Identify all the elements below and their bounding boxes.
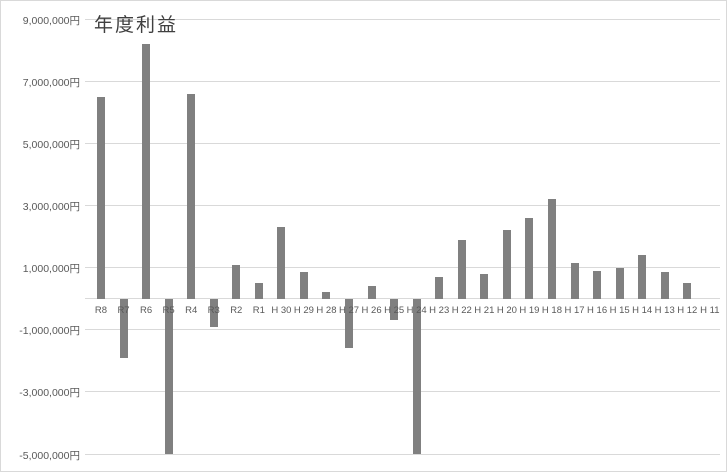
chart-title: 年度利益 xyxy=(94,15,179,36)
x-axis-tick-label: H 22 xyxy=(451,305,472,316)
category-axis-line xyxy=(85,298,720,300)
bar-H26 xyxy=(367,286,376,299)
y-gridline xyxy=(85,142,720,144)
y-axis-tick-label: 9,000,000円 xyxy=(22,14,80,27)
bar-H30 xyxy=(277,227,286,299)
y-axis-tick-label: 5,000,000円 xyxy=(22,138,80,151)
bar-H20 xyxy=(502,230,511,299)
bar-H27 xyxy=(345,298,354,349)
x-axis-tick-label: H 18 xyxy=(541,305,562,316)
bar-H19 xyxy=(525,217,534,299)
x-axis-tick-label: H 15 xyxy=(609,305,630,316)
bar-H25 xyxy=(390,298,399,321)
bar-H28 xyxy=(322,292,331,299)
x-axis-tick-label: H 29 xyxy=(293,305,314,316)
bar-R6 xyxy=(142,43,151,299)
bar-R4 xyxy=(187,93,196,299)
x-axis-tick-label: H 14 xyxy=(632,305,653,316)
bar-R2 xyxy=(232,264,241,299)
y-axis-tick-label: 3,000,000円 xyxy=(22,200,80,213)
y-axis-tick-label: -3,000,000円 xyxy=(19,387,80,400)
y-gridline xyxy=(85,391,720,393)
bar-H18 xyxy=(547,199,556,299)
bar-R1 xyxy=(254,283,263,299)
x-axis-tick-label: H 12 xyxy=(677,305,698,316)
x-axis-tick-label: R4 xyxy=(185,305,198,316)
x-axis-tick-label: R5 xyxy=(162,305,175,316)
y-gridline xyxy=(85,18,720,20)
x-axis-tick-label: H 28 xyxy=(316,305,337,316)
y-axis-tick-label: -5,000,000円 xyxy=(19,449,80,462)
x-axis-tick-label: H 26 xyxy=(361,305,382,316)
x-axis-tick-label: H 11 xyxy=(700,305,720,316)
bar-H29 xyxy=(299,272,308,299)
x-axis-tick-label: H 23 xyxy=(429,305,450,316)
y-axis-tick-label: -1,000,000円 xyxy=(19,325,80,338)
bar-H14 xyxy=(638,255,647,299)
bar-R8 xyxy=(96,96,105,299)
bar-H24 xyxy=(412,298,421,455)
x-axis-tick-label: H 30 xyxy=(271,305,292,316)
bar-H22 xyxy=(457,239,466,299)
x-axis-tick-label: R8 xyxy=(94,305,108,316)
y-gridline xyxy=(85,453,720,455)
y-axis-tick-label: 7,000,000円 xyxy=(22,76,80,89)
x-axis-tick-label: H 16 xyxy=(587,305,608,316)
bar-R7 xyxy=(119,298,128,358)
x-axis-tick-label: R3 xyxy=(207,305,220,316)
y-axis-tick-label: 1,000,000円 xyxy=(22,263,80,276)
y-gridline xyxy=(85,204,720,206)
bar-H17 xyxy=(570,262,579,299)
bar-H23 xyxy=(435,276,444,299)
bar-H21 xyxy=(480,273,489,299)
x-axis-tick-label: H 13 xyxy=(654,305,675,316)
x-axis-tick-label: H 19 xyxy=(519,305,540,316)
bar-H12 xyxy=(683,283,692,299)
y-gridline xyxy=(85,329,720,331)
x-axis-tick-label: H 17 xyxy=(564,305,585,316)
x-axis-tick-label: H 25 xyxy=(384,305,405,316)
x-axis-tick-label: R6 xyxy=(139,305,153,316)
bar-R3 xyxy=(209,298,218,327)
x-axis-tick-label: R7 xyxy=(117,305,130,316)
x-axis-tick-label: H 20 xyxy=(496,305,517,316)
x-axis-tick-label: R1 xyxy=(252,305,265,316)
y-gridline xyxy=(85,267,720,269)
bar-R5 xyxy=(164,298,173,455)
x-axis-tick-label: H 24 xyxy=(406,305,427,316)
x-axis-tick-label: H 27 xyxy=(338,305,360,316)
bar-H15 xyxy=(615,267,624,299)
x-axis-tick-label: H 21 xyxy=(474,305,495,316)
x-axis-tick-label: R2 xyxy=(230,305,243,316)
y-gridline xyxy=(85,80,720,82)
bar-H13 xyxy=(660,272,669,299)
bar-H16 xyxy=(593,270,602,299)
